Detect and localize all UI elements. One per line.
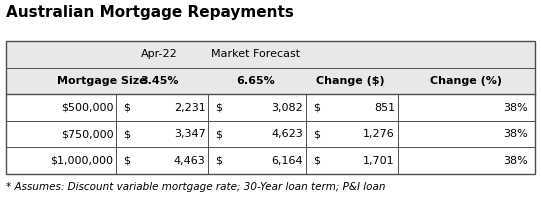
Text: 2,231: 2,231	[174, 103, 206, 113]
Text: 1,276: 1,276	[363, 129, 395, 139]
Text: $: $	[313, 103, 320, 113]
Text: $: $	[215, 129, 222, 139]
Text: * Assumes: Discount variable mortgage rate; 30-Year loan term; P&I loan: * Assumes: Discount variable mortgage ra…	[6, 182, 386, 192]
Text: 3,082: 3,082	[271, 103, 303, 113]
Text: $1,000,000: $1,000,000	[51, 156, 114, 166]
Text: $: $	[313, 129, 320, 139]
Text: $: $	[123, 156, 130, 166]
Text: $: $	[215, 156, 222, 166]
Text: Apr-22: Apr-22	[141, 49, 178, 60]
Text: $750,000: $750,000	[61, 129, 114, 139]
Text: $: $	[313, 156, 320, 166]
Text: Mortgage Size: Mortgage Size	[57, 76, 147, 86]
Text: $500,000: $500,000	[61, 103, 114, 113]
Text: 38%: 38%	[503, 129, 527, 139]
Text: 3,347: 3,347	[174, 129, 206, 139]
Text: $: $	[123, 129, 130, 139]
Text: $: $	[215, 103, 222, 113]
Text: 4,463: 4,463	[174, 156, 206, 166]
Text: Change (%): Change (%)	[430, 76, 503, 86]
Text: Change ($): Change ($)	[316, 76, 385, 86]
Text: Market Forecast: Market Forecast	[211, 49, 300, 60]
Text: $: $	[123, 103, 130, 113]
Text: 6,164: 6,164	[272, 156, 303, 166]
Text: 38%: 38%	[503, 156, 527, 166]
Text: 1,701: 1,701	[364, 156, 395, 166]
Text: 6.65%: 6.65%	[236, 76, 275, 86]
Text: 851: 851	[374, 103, 395, 113]
Text: 38%: 38%	[503, 103, 527, 113]
Text: 3.45%: 3.45%	[140, 76, 179, 86]
Text: Australian Mortgage Repayments: Australian Mortgage Repayments	[6, 5, 294, 20]
Text: 4,623: 4,623	[271, 129, 303, 139]
